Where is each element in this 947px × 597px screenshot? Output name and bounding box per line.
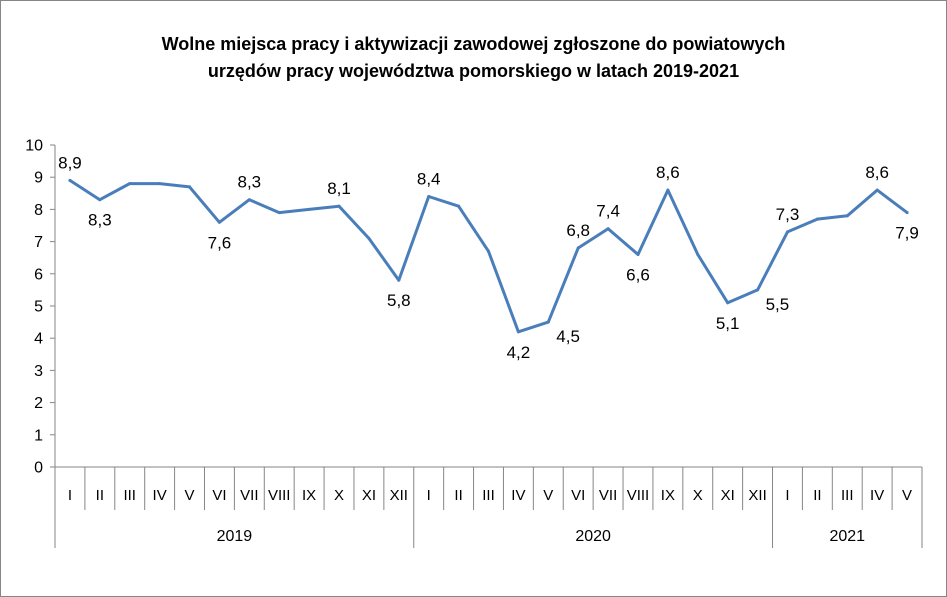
data-label: 8,3 — [238, 173, 262, 192]
y-tick-label: 7 — [34, 234, 43, 251]
data-point — [845, 214, 849, 218]
data-point — [98, 198, 102, 202]
x-tick-label: X — [334, 487, 344, 504]
chart-title-line-1: Wolne miejsca pracy i aktywizacji zawodo… — [161, 34, 786, 54]
data-label: 8,4 — [417, 170, 441, 189]
data-point — [606, 227, 610, 231]
data-point — [756, 288, 760, 292]
data-label: 5,8 — [387, 291, 411, 310]
x-tick-label: VIII — [627, 487, 650, 504]
x-tick-label: X — [693, 487, 703, 504]
x-tick-label: II — [96, 487, 104, 504]
x-tick-label: V — [185, 487, 195, 504]
x-tick-label: VII — [599, 487, 617, 504]
data-label: 8,1 — [327, 179, 351, 198]
data-point — [546, 320, 550, 324]
y-tick-label: 6 — [34, 266, 43, 283]
data-point — [337, 204, 341, 208]
data-label: 6,8 — [566, 221, 590, 240]
data-point — [307, 207, 311, 211]
x-tick-label: IV — [153, 487, 167, 504]
y-tick-label: 5 — [34, 299, 43, 316]
data-point — [397, 278, 401, 282]
y-tick-label: 4 — [34, 331, 43, 348]
data-point — [188, 185, 192, 189]
x-tick-label: I — [785, 487, 789, 504]
x-tick-label: III — [482, 487, 495, 504]
x-tick-label: III — [123, 487, 136, 504]
data-point — [427, 195, 431, 199]
x-tick-label: I — [68, 487, 72, 504]
data-label: 7,4 — [596, 202, 620, 221]
x-tick-label: XII — [390, 487, 408, 504]
x-tick-label: VI — [571, 487, 585, 504]
data-label: 4,5 — [556, 327, 580, 346]
data-label: 6,6 — [626, 265, 650, 284]
data-point — [457, 204, 461, 208]
y-tick-label: 1 — [34, 427, 43, 444]
data-label: 7,3 — [776, 205, 800, 224]
data-point — [576, 246, 580, 250]
y-tick-label: 10 — [25, 138, 43, 155]
data-point — [636, 252, 640, 256]
x-tick-label: III — [841, 487, 854, 504]
data-point — [217, 220, 221, 224]
data-point — [785, 230, 789, 234]
y-tick-label: 9 — [34, 170, 43, 187]
data-point — [487, 249, 490, 253]
data-point — [367, 236, 371, 240]
data-label: 7,9 — [895, 224, 919, 243]
data-label: 8,6 — [656, 163, 680, 182]
data-point — [68, 178, 72, 182]
x-group-label: 2019 — [217, 528, 253, 545]
data-label: 8,3 — [88, 211, 112, 230]
chart-title: Wolne miejsca pracy i aktywizacji zawodo… — [0, 31, 947, 85]
x-group-label: 2020 — [575, 528, 611, 545]
data-label: 8,6 — [865, 163, 889, 182]
x-tick-label: VI — [212, 487, 226, 504]
data-point — [726, 301, 730, 305]
y-tick-label: 8 — [34, 202, 43, 219]
data-point — [158, 182, 162, 186]
x-tick-label: VIII — [268, 487, 291, 504]
y-tick-label: 0 — [34, 460, 43, 477]
x-tick-label: XI — [721, 487, 735, 504]
y-tick-label: 2 — [34, 395, 43, 412]
data-point — [277, 211, 281, 215]
x-tick-label: II — [813, 487, 821, 504]
data-label: 4,2 — [507, 343, 531, 362]
data-label: 8,9 — [58, 153, 82, 172]
data-point — [875, 188, 879, 192]
data-point — [815, 217, 819, 221]
data-point — [696, 252, 700, 256]
x-tick-label: V — [543, 487, 553, 504]
data-point — [128, 182, 132, 186]
x-tick-label: IX — [661, 487, 675, 504]
x-tick-label: XII — [748, 487, 766, 504]
data-label: 7,6 — [208, 233, 232, 252]
data-label: 5,5 — [766, 295, 790, 314]
x-group-label: 2021 — [829, 528, 865, 545]
x-tick-label: II — [454, 487, 462, 504]
x-tick-label: V — [902, 487, 912, 504]
data-point — [905, 211, 909, 215]
data-label: 5,1 — [716, 314, 740, 333]
x-tick-label: VII — [240, 487, 258, 504]
x-tick-label: XI — [362, 487, 376, 504]
data-point — [516, 330, 520, 334]
data-point — [247, 198, 251, 202]
data-point — [666, 188, 670, 192]
chart-title-line-2: urzędów pracy województwa pomorskiego w … — [207, 61, 740, 81]
x-tick-label: IV — [511, 487, 525, 504]
x-tick-label: I — [427, 487, 431, 504]
x-tick-label: IV — [870, 487, 884, 504]
x-tick-label: IX — [302, 487, 316, 504]
y-tick-label: 3 — [34, 363, 43, 380]
